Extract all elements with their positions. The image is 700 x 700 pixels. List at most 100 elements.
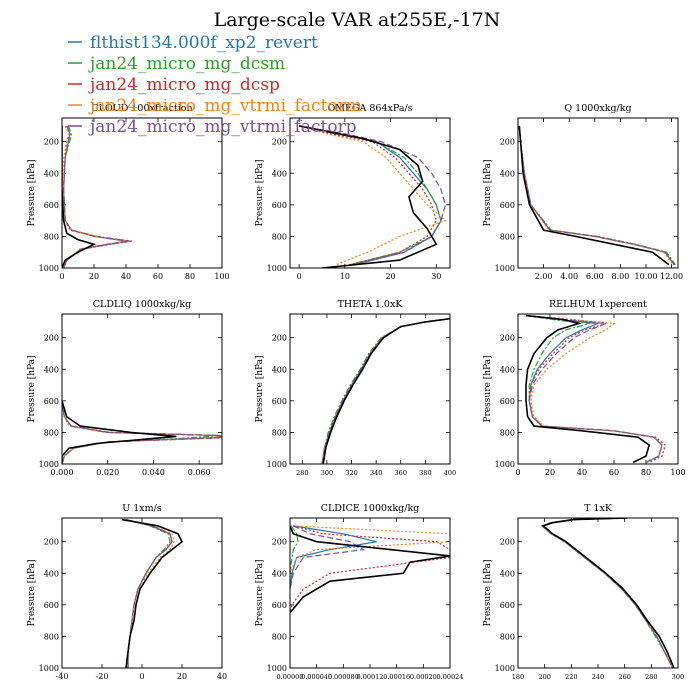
y-axis-label: Pressure [hPa] — [27, 355, 37, 422]
y-tick-label: 800 — [44, 632, 59, 641]
plot-frame — [517, 313, 679, 465]
y-tick-label: 200 — [272, 138, 287, 147]
x-tick-label: 320 — [345, 469, 357, 477]
y-tick-label: 800 — [272, 632, 287, 641]
y-tick-label: 1000 — [39, 264, 59, 273]
y-tick-label: 800 — [500, 632, 515, 641]
series-line-1 — [540, 518, 674, 668]
x-tick-label: 2.00 — [535, 272, 553, 281]
series-line-4 — [518, 125, 674, 266]
series-line-6 — [518, 125, 670, 266]
series-line-6 — [290, 525, 450, 614]
x-tick-label: 0 — [515, 468, 520, 477]
x-tick-label: 6.00 — [586, 272, 604, 281]
panel-8: CLDICE 1000xkg/kg Pressure [hPa] 200 400 600… — [255, 503, 463, 681]
x-tick-label: 20 — [177, 672, 187, 681]
y-tick-label: 800 — [500, 428, 515, 437]
series-line-5 — [125, 519, 173, 668]
series-line-5 — [298, 125, 447, 266]
y-tick-label: 600 — [272, 601, 287, 610]
y-tick-label: 200 — [44, 138, 59, 147]
y-tick-label: 600 — [500, 601, 515, 610]
series-line-3 — [321, 318, 450, 464]
series-line-5 — [62, 400, 222, 464]
y-tick-label: 800 — [44, 428, 59, 437]
series-line-2 — [62, 400, 222, 464]
x-tick-label: 0.00020 — [410, 673, 437, 681]
y-tick-label: 600 — [500, 397, 515, 406]
legend-label: jan24_micro_mg_dcsm — [88, 54, 285, 74]
plot-frame — [61, 117, 223, 269]
y-tick-label: 200 — [44, 334, 59, 343]
y-tick-label: 1000 — [39, 460, 59, 469]
panel-title: CLOUD 100xfraction — [91, 103, 192, 114]
y-tick-label: 800 — [272, 428, 287, 437]
series-line-2 — [321, 318, 450, 464]
x-tick-label: 0.060 — [188, 468, 211, 477]
y-tick-label: 1000 — [495, 460, 515, 469]
x-tick-label: 0.000 — [51, 468, 74, 477]
y-tick-label: 1000 — [495, 664, 515, 673]
y-tick-label: 400 — [500, 569, 515, 578]
x-tick-label: 280 — [645, 673, 657, 681]
x-tick-label: 100 — [214, 272, 229, 281]
x-tick-label: 80 — [641, 468, 651, 477]
series-line-6 — [298, 125, 438, 268]
x-tick-label: 0.000040 — [301, 673, 332, 681]
series-line-6 — [62, 125, 97, 268]
x-tick-label: 0.00016 — [383, 673, 410, 681]
plot-frame — [289, 313, 451, 465]
y-axis-label: Pressure [hPa] — [255, 355, 265, 422]
series-line-3 — [62, 400, 222, 464]
panel-title: U 1xm/s — [122, 503, 162, 514]
x-tick-label: 0 — [139, 672, 144, 681]
x-tick-label: 8.00 — [611, 272, 629, 281]
series-line-1 — [321, 318, 450, 464]
figure-title: Large-scale VAR at255E,-17N — [214, 9, 501, 31]
y-tick-label: 800 — [44, 232, 59, 241]
x-tick-label: 220 — [565, 673, 577, 681]
series-line-2 — [518, 125, 676, 266]
y-tick-label: 1000 — [267, 664, 287, 673]
x-tick-label: 240 — [592, 673, 604, 681]
x-tick-label: 280 — [296, 469, 308, 477]
legend-label: jan24_micro_mg_dcsp — [88, 75, 280, 95]
x-tick-label: 380 — [419, 469, 431, 477]
panel-title: OMEGA 864xPa/s — [327, 103, 412, 114]
x-tick-label: 200 — [538, 673, 550, 681]
x-tick-label: 60 — [153, 272, 163, 281]
y-tick-label: 400 — [272, 569, 287, 578]
y-tick-label: 400 — [44, 569, 59, 578]
x-tick-label: 400 — [444, 469, 456, 477]
y-axis-label: Pressure [hPa] — [27, 159, 37, 226]
x-tick-label: 40 — [217, 672, 227, 681]
x-tick-label: 0.040 — [142, 468, 165, 477]
x-tick-label: 20 — [385, 272, 395, 281]
y-tick-label: 400 — [44, 365, 59, 374]
y-tick-label: 200 — [272, 538, 287, 547]
y-tick-label: 1000 — [267, 460, 287, 469]
series-line-3 — [518, 125, 675, 266]
y-axis-label: Pressure [hPa] — [255, 559, 265, 626]
plot-frame — [289, 117, 451, 269]
x-tick-label: 180 — [512, 673, 524, 681]
x-tick-label: 0 — [297, 272, 302, 281]
panel-5: THETA 1.0xK Pressure [hPa] 200 400 600 800 100… — [255, 299, 456, 477]
panel-title: CLDICE 1000xkg/kg — [321, 503, 420, 514]
panel-title: RELHUM 1xpercent — [549, 299, 647, 310]
legend-label: jan24_micro_mg_vtrmi_factorp — [88, 117, 357, 137]
series-line-2 — [125, 519, 171, 668]
panel-title: THETA 1.0xK — [338, 299, 404, 310]
plot-frame — [61, 517, 223, 669]
y-tick-label: 400 — [500, 365, 515, 374]
x-tick-label: 100 — [670, 468, 685, 477]
y-axis-label: Pressure [hPa] — [483, 159, 493, 226]
series-line-1 — [125, 519, 173, 668]
series-line-3 — [298, 125, 437, 266]
plot-frame — [517, 517, 679, 669]
y-tick-label: 600 — [500, 201, 515, 210]
x-tick-label: 0 — [59, 272, 64, 281]
